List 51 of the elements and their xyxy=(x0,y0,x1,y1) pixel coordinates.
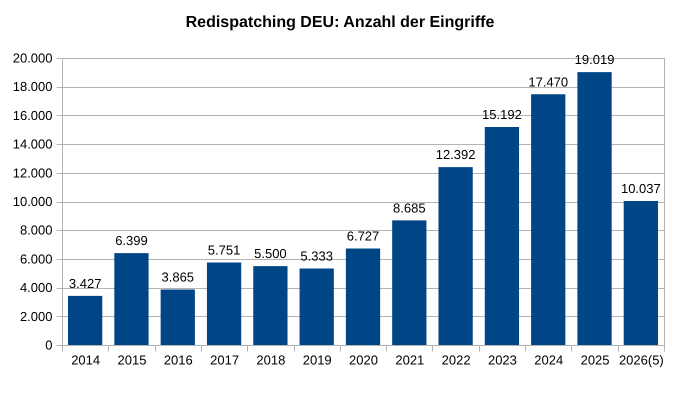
bar xyxy=(346,248,380,345)
y-tick-label: 20.000 xyxy=(12,50,52,66)
x-tick-label: 2017 xyxy=(210,352,240,368)
bar xyxy=(577,72,612,345)
bar xyxy=(392,220,426,345)
bar xyxy=(68,296,102,345)
y-tick-label: 6.000 xyxy=(20,251,52,266)
x-tick-label: 2018 xyxy=(256,352,286,368)
bar xyxy=(300,268,334,345)
data-label: 17.470 xyxy=(528,74,568,90)
bar xyxy=(114,253,149,345)
data-label: 8.685 xyxy=(393,200,426,216)
y-tick-label: 12.000 xyxy=(12,165,52,180)
data-label: 5.500 xyxy=(254,246,287,262)
x-tick-label: 2022 xyxy=(442,352,471,368)
x-tick-label: 2016 xyxy=(164,352,193,368)
data-label: 10.037 xyxy=(620,180,661,196)
x-tick-label: 2015 xyxy=(118,352,146,368)
y-tick-label: 8.000 xyxy=(20,222,52,238)
data-label: 6.399 xyxy=(115,233,148,248)
y-tick-label: 14.000 xyxy=(12,136,52,152)
bar xyxy=(206,262,242,345)
bar xyxy=(624,200,658,345)
data-label: 3.427 xyxy=(68,276,102,291)
chart-title: Redispatching DEU: Anzahl der Eingriffe xyxy=(186,14,494,31)
bar xyxy=(253,266,288,345)
data-label: 6.727 xyxy=(346,228,380,244)
data-label: 12.392 xyxy=(436,147,476,162)
bar xyxy=(531,94,566,345)
x-tick-label: 2026(5) xyxy=(618,352,664,368)
x-tick-label: 2025 xyxy=(580,352,610,368)
bar xyxy=(438,167,473,345)
y-tick-label: 2.000 xyxy=(20,308,52,324)
x-tick-label: 2019 xyxy=(302,352,332,368)
y-tick-label: 16.000 xyxy=(12,108,52,123)
data-label: 5.751 xyxy=(208,242,240,258)
y-tick-label: 10.000 xyxy=(12,194,52,209)
y-tick-label: 4.000 xyxy=(20,280,52,296)
data-label: 19.019 xyxy=(574,52,614,68)
x-tick-label: 2020 xyxy=(349,352,378,368)
x-tick-label: 2014 xyxy=(71,352,100,368)
y-tick-label: 18.000 xyxy=(12,79,52,94)
bar xyxy=(160,290,195,345)
x-tick-label: 2024 xyxy=(534,352,564,368)
x-tick-label: 2021 xyxy=(395,352,424,368)
bar xyxy=(484,126,520,345)
data-label: 3.865 xyxy=(161,270,194,285)
data-label: 5.333 xyxy=(300,248,333,264)
x-tick-label: 2023 xyxy=(488,352,517,368)
data-label: 15.192 xyxy=(482,106,522,122)
y-tick-label: 0 xyxy=(45,338,52,352)
